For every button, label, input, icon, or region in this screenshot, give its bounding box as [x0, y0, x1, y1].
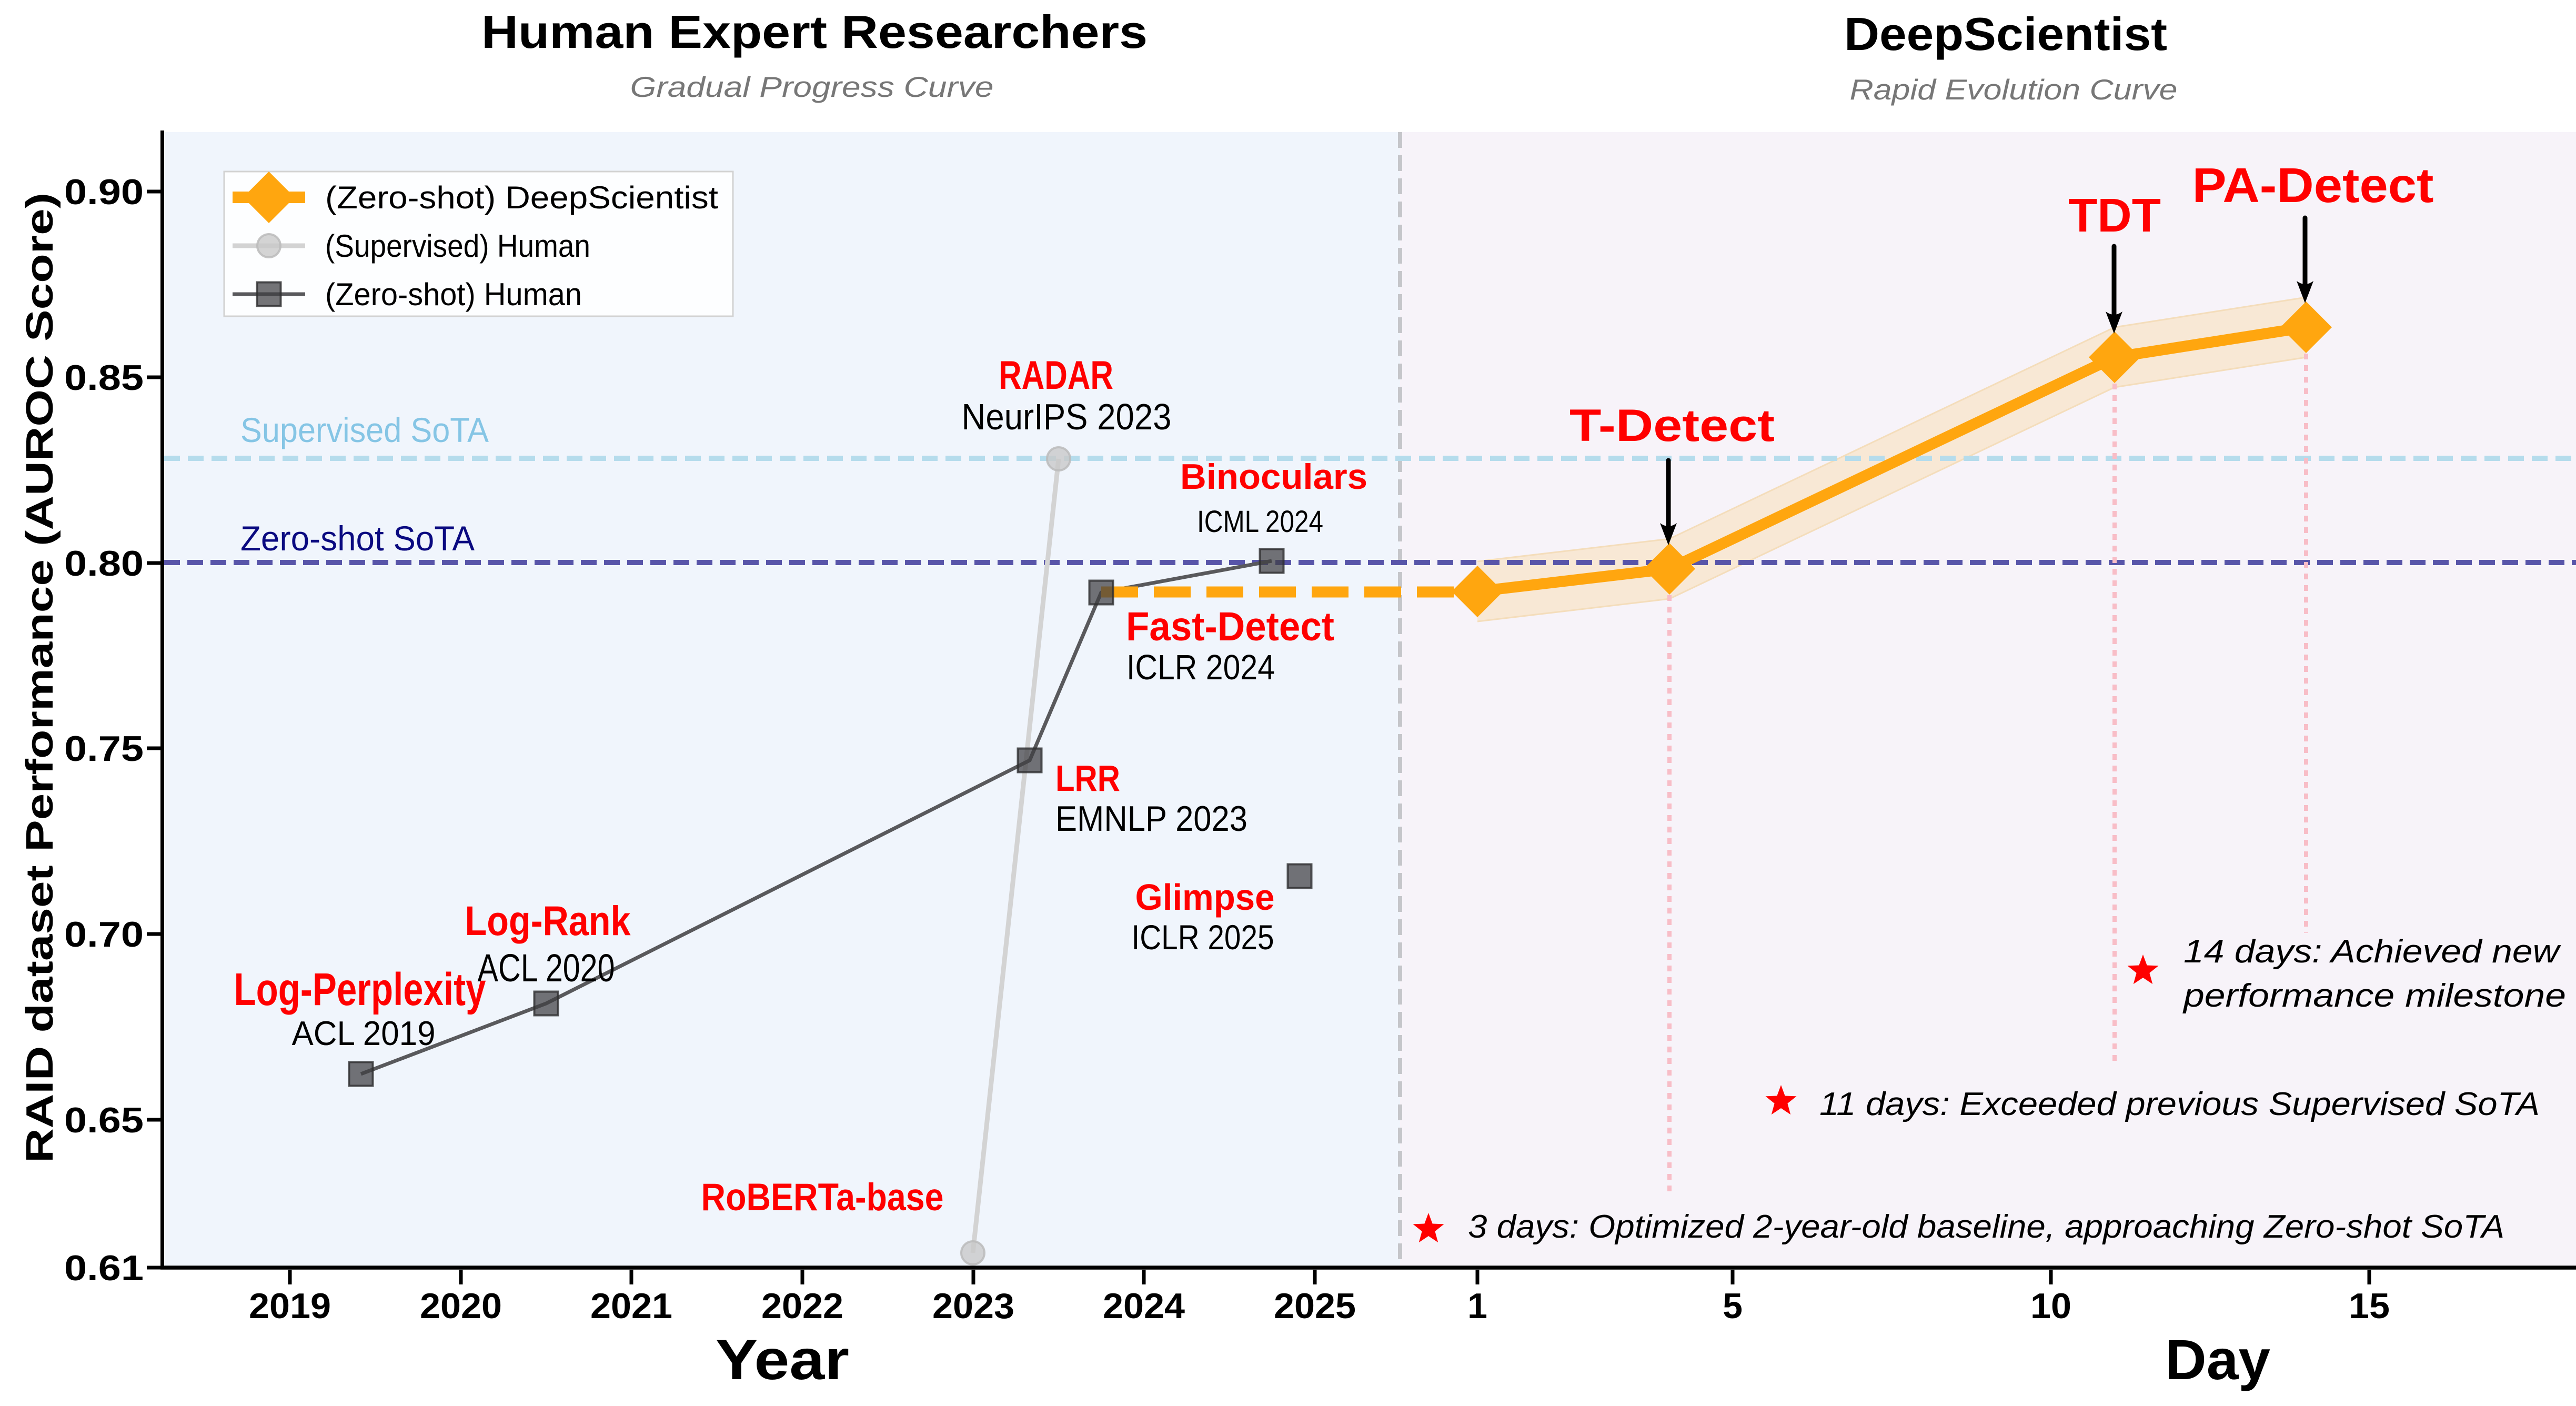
svg-text:EMNLP 2023: EMNLP 2023 — [1055, 799, 1247, 839]
svg-text:Gradual Progress Curve: Gradual Progress Curve — [630, 71, 994, 103]
svg-text:ICML 2024: ICML 2024 — [1197, 505, 1323, 539]
svg-text:10: 10 — [2030, 1286, 2071, 1326]
svg-text:2024: 2024 — [1103, 1286, 1185, 1326]
svg-text:2022: 2022 — [761, 1286, 843, 1326]
svg-text:2023: 2023 — [932, 1286, 1014, 1326]
svg-text:0.65: 0.65 — [64, 1100, 144, 1140]
svg-text:0.80: 0.80 — [64, 544, 144, 584]
svg-text:LRR: LRR — [1055, 758, 1120, 799]
svg-text:(Zero-shot) Human: (Zero-shot) Human — [325, 277, 582, 312]
svg-text:(Supervised) Human: (Supervised) Human — [325, 228, 590, 264]
svg-text:Human Expert Researchers: Human Expert Researchers — [481, 6, 1148, 58]
svg-text:14 days: Achieved new: 14 days: Achieved new — [2183, 933, 2562, 970]
svg-text:DeepScientist: DeepScientist — [1844, 8, 2167, 60]
svg-text:T-Detect: T-Detect — [1569, 400, 1775, 451]
svg-text:ACL 2019: ACL 2019 — [292, 1014, 436, 1052]
svg-text:Supervised SoTA: Supervised SoTA — [240, 410, 489, 449]
svg-text:2025: 2025 — [1274, 1286, 1356, 1326]
svg-text:Log-Perplexity: Log-Perplexity — [234, 964, 486, 1015]
svg-text:Binoculars: Binoculars — [1180, 457, 1367, 497]
svg-text:performance milestone: performance milestone — [2182, 978, 2566, 1014]
svg-text:Year: Year — [716, 1328, 849, 1391]
svg-text:3 days: Optimized 2-year-old b: 3 days: Optimized 2-year-old baseline, a… — [1468, 1209, 2504, 1245]
svg-text:RAID dataset Performance (AURO: RAID dataset Performance (AUROC Score) — [19, 193, 61, 1163]
svg-text:0.61: 0.61 — [64, 1248, 144, 1288]
svg-text:ACL 2020: ACL 2020 — [478, 946, 615, 990]
svg-text:2020: 2020 — [420, 1286, 502, 1326]
svg-text:RADAR: RADAR — [999, 353, 1113, 398]
svg-text:Glimpse: Glimpse — [1135, 877, 1275, 918]
svg-text:1: 1 — [1467, 1286, 1487, 1326]
svg-text:NeurIPS 2023: NeurIPS 2023 — [962, 396, 1172, 437]
svg-text:Fast-Detect: Fast-Detect — [1126, 604, 1334, 649]
svg-text:0.75: 0.75 — [64, 729, 144, 769]
svg-text:0.70: 0.70 — [64, 915, 144, 955]
svg-text:11 days: Exceeded previous Sup: 11 days: Exceeded previous Supervised So… — [1819, 1086, 2540, 1122]
svg-text:5: 5 — [1723, 1286, 1743, 1326]
svg-text:0.90: 0.90 — [64, 172, 144, 212]
svg-text:Rapid Evolution Curve: Rapid Evolution Curve — [1850, 73, 2178, 106]
svg-text:Zero-shot SoTA: Zero-shot SoTA — [240, 519, 475, 558]
svg-text:15: 15 — [2349, 1286, 2390, 1326]
svg-text:ICLR 2024: ICLR 2024 — [1126, 648, 1275, 687]
svg-text:2019: 2019 — [249, 1286, 331, 1326]
svg-text:RoBERTa-base: RoBERTa-base — [701, 1176, 944, 1219]
svg-text:ICLR 2025: ICLR 2025 — [1132, 918, 1274, 957]
svg-text:PA-Detect: PA-Detect — [2192, 158, 2434, 213]
svg-text:2021: 2021 — [590, 1286, 672, 1326]
svg-text:Day: Day — [2165, 1328, 2270, 1391]
svg-text:TDT: TDT — [2068, 189, 2161, 242]
svg-text:(Zero-shot) DeepScientist: (Zero-shot) DeepScientist — [325, 180, 718, 215]
svg-text:Log-Rank: Log-Rank — [465, 897, 631, 944]
svg-text:0.85: 0.85 — [64, 358, 144, 398]
